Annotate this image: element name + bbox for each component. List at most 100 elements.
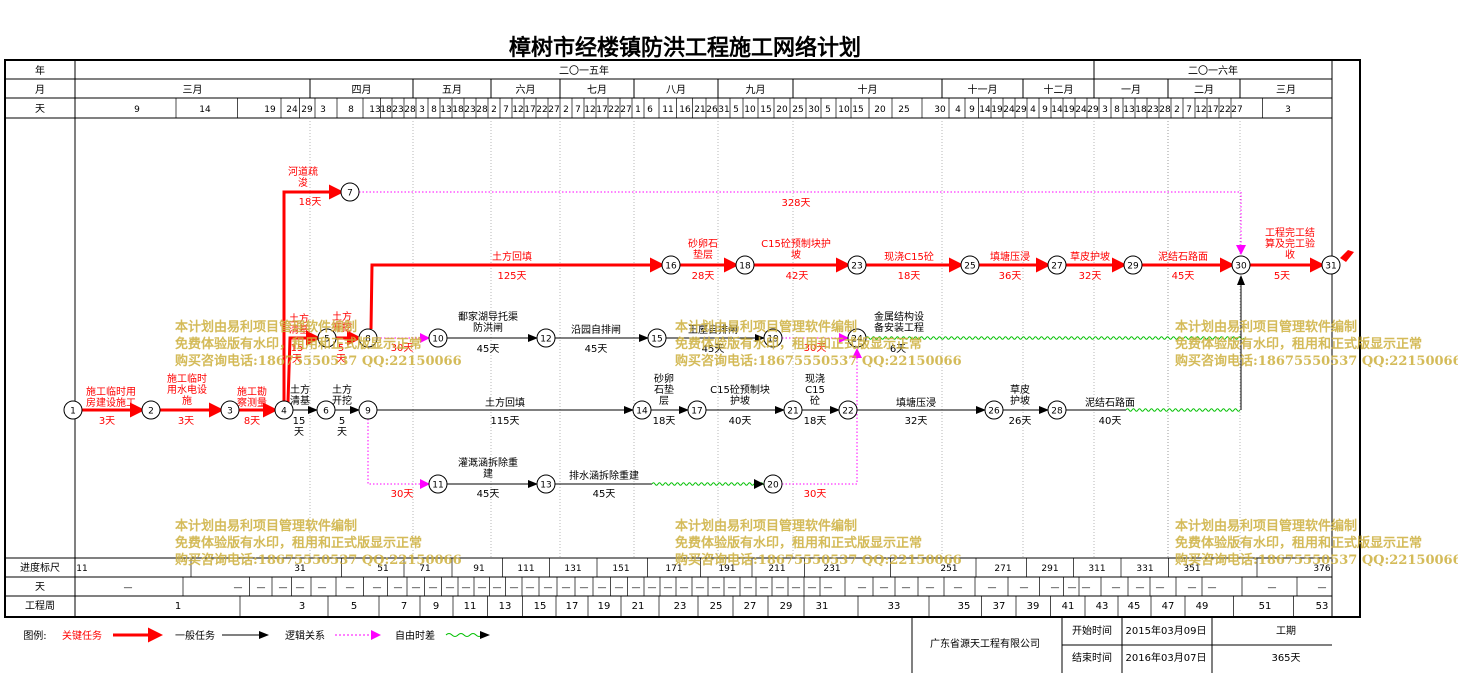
day-label: 17 [596, 105, 607, 115]
task-name: 护坡 [730, 394, 750, 407]
task-name: C15砼预制块 [710, 383, 770, 396]
day-label: 8 [431, 105, 437, 115]
task-duration: 5 [339, 416, 345, 427]
task-name: 砂卵 [654, 372, 674, 385]
task-duration: 42天 [786, 271, 809, 282]
day-dash: — [954, 583, 963, 593]
day-dash: — [1112, 583, 1121, 593]
scale-value: 171 [665, 564, 682, 574]
node-number: 1 [70, 407, 76, 417]
scale-value: 351 [1183, 564, 1200, 574]
scale-value: 151 [612, 564, 629, 574]
node-number: 24 [851, 335, 863, 345]
task-name: 现浇 [805, 372, 825, 385]
day-dash: — [279, 583, 288, 593]
day-dash: — [664, 583, 673, 593]
row-label-day: 天 [35, 104, 45, 115]
task-name: 泥结石路面 [1158, 250, 1208, 263]
task-arrow-4-5 [286, 330, 321, 403]
task-arrow-20-22 [782, 348, 862, 485]
day-dash: — [1268, 583, 1277, 593]
node-circle [1123, 255, 1143, 275]
day-label: 12 [584, 105, 595, 115]
task-duration: 45天 [702, 344, 725, 355]
task-arrow-7-30 [359, 191, 1246, 255]
task-name: 砂卵石 [688, 237, 718, 250]
day-dash: — [318, 583, 327, 593]
task-duration: 8天 [244, 416, 260, 427]
day-label: 25 [898, 105, 909, 115]
month-label: 二月 [1194, 84, 1214, 96]
task-duration: 125天 [497, 271, 526, 282]
task-name: 清基 [290, 394, 310, 407]
day-label: 27 [548, 105, 559, 115]
day-label: 22 [536, 105, 547, 115]
week-value: 13 [499, 601, 512, 612]
day-dash: — [296, 583, 305, 593]
node-number: 16 [665, 262, 677, 272]
node-number: 29 [1127, 262, 1139, 272]
day-dash: — [902, 583, 911, 593]
node-number: 10 [432, 335, 444, 345]
task-name: 浚 [298, 176, 308, 189]
task-duration: 40天 [729, 416, 752, 427]
row-label-week: 工程周 [25, 600, 55, 612]
day-label: 4 [955, 105, 961, 115]
day-label: 23 [464, 105, 475, 115]
day-dash: — [1082, 583, 1091, 593]
week-value: 27 [744, 601, 757, 612]
day-dash: — [124, 583, 133, 593]
task-name: 施 [182, 394, 192, 407]
day-dash: — [1068, 583, 1077, 593]
scale-value: 131 [564, 564, 581, 574]
node-circle [1321, 255, 1341, 275]
scale-value: 271 [994, 564, 1011, 574]
day-dash: — [234, 583, 243, 593]
legend-float-arrowhead [480, 631, 490, 639]
node-number: 8 [365, 335, 371, 345]
day-label: 11 [662, 105, 673, 115]
duration-value: 365天 [1271, 653, 1300, 664]
node-number: 25 [964, 262, 975, 272]
task-name: 土方回填 [485, 396, 525, 409]
week-value: 33 [888, 601, 901, 612]
year-label: 二〇一六年 [1188, 64, 1238, 77]
day-dash: — [776, 583, 785, 593]
task-name: 建 [483, 467, 493, 480]
node-circle [141, 400, 161, 420]
node-circle [647, 328, 667, 348]
task-name: 土方 [332, 310, 352, 323]
day-label: 30 [934, 105, 946, 115]
day-dash: — [988, 583, 997, 593]
legend-float-label: 自由时差 [395, 629, 435, 642]
day-label: 27 [1231, 105, 1242, 115]
row-label-day2: 天 [35, 582, 45, 593]
day-dash: — [858, 583, 867, 593]
task-duration: 天 [336, 354, 346, 365]
node-number: 3 [227, 407, 233, 417]
legend-label: 图例: [23, 629, 46, 642]
node-circle [847, 328, 867, 348]
day-dash: — [580, 583, 589, 593]
day-dash: — [598, 583, 607, 593]
node-number: 14 [636, 407, 648, 417]
week-value: 53 [1316, 601, 1329, 612]
task-name: 鄱家湖导托渠 [458, 310, 518, 323]
day-dash: — [429, 583, 438, 593]
node-circle [838, 400, 858, 420]
task-name: 察测量 [237, 396, 267, 409]
day-label: 14 [199, 105, 211, 115]
week-value: 1 [175, 601, 181, 612]
task-duration: 40天 [1099, 416, 1122, 427]
week-value: 5 [351, 601, 357, 612]
week-value: 9 [433, 601, 439, 612]
day-label: 9 [969, 105, 975, 115]
node-circle [1047, 255, 1067, 275]
task-arrow-4-7 [282, 184, 344, 401]
node-number: 4 [281, 407, 287, 417]
scale-value: 191 [718, 564, 735, 574]
day-label: 4 [1030, 105, 1036, 115]
start-value: 2015年03月09日 [1126, 624, 1207, 637]
day-label: 22 [608, 105, 619, 115]
